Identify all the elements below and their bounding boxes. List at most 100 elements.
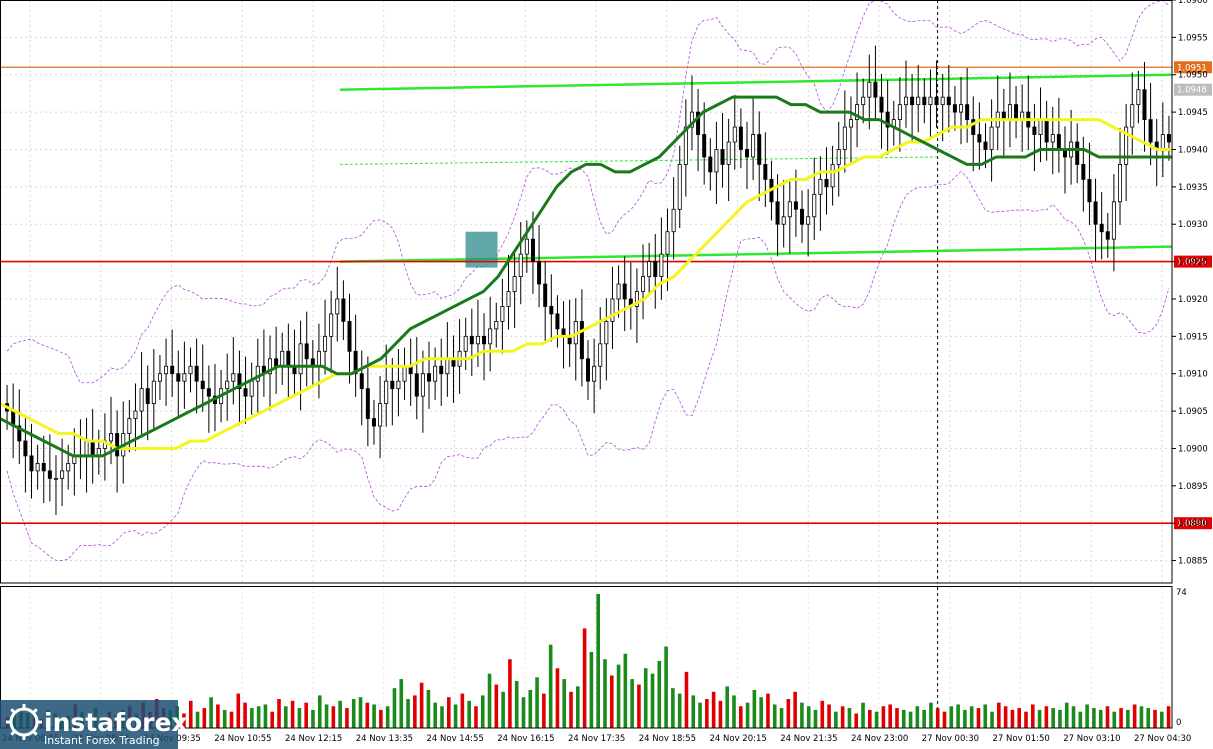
volume-bar: [609, 675, 614, 728]
candle-body: [298, 343, 303, 375]
candle-body: [732, 126, 737, 143]
volume-bar: [1085, 704, 1089, 728]
volume-bar: [1058, 709, 1062, 728]
candle-body: [793, 201, 798, 210]
candle-body: [445, 358, 450, 375]
time-tick-label: 27 Nov 01:50: [993, 734, 1050, 744]
volume-bar: [426, 689, 431, 728]
volume-bar: [304, 702, 308, 728]
volume-bar: [752, 689, 757, 728]
candle-body: [977, 134, 982, 143]
candle-body: [897, 104, 902, 120]
volume-bar: [1098, 709, 1103, 728]
volume-bar: [806, 706, 811, 728]
time-tick-label: 24 Nov 20:15: [710, 734, 767, 744]
candle-body: [90, 440, 95, 457]
channel-line: [339, 245, 1173, 263]
volume-bar: [596, 594, 600, 728]
volume-bar: [338, 700, 342, 728]
candle-body: [176, 373, 181, 382]
volume-bar: [542, 693, 546, 728]
candle-body: [188, 365, 193, 375]
volume-bar: [827, 704, 831, 728]
volume-bar: [915, 706, 920, 728]
volume-bar: [216, 704, 220, 728]
candle-body: [237, 373, 242, 390]
candle-body: [842, 126, 847, 150]
candle-body: [1130, 104, 1135, 128]
candle-body: [109, 433, 114, 442]
candle-body: [420, 373, 425, 397]
volume-bar: [874, 711, 879, 728]
volume-bar: [820, 700, 825, 728]
volume-bar: [725, 686, 730, 728]
candle-body: [414, 373, 419, 397]
candle-body: [249, 380, 254, 397]
volume-bar: [1037, 709, 1042, 728]
candle-body: [512, 276, 517, 292]
volume-bar: [976, 708, 981, 728]
candle-body: [286, 350, 291, 367]
candle-body: [329, 313, 334, 337]
volume-bar: [1166, 706, 1171, 728]
candle-body: [530, 238, 535, 263]
volume-bar: [270, 711, 275, 728]
candle-body: [1032, 126, 1037, 135]
volume-bar: [576, 686, 580, 728]
candle-body: [1142, 89, 1147, 120]
candle-body: [879, 96, 884, 113]
volume-bar: [779, 708, 784, 728]
candle-body: [475, 335, 480, 345]
volume-bar: [603, 659, 607, 728]
volume-bar: [399, 679, 404, 728]
price-tick-label: 1.0900: [1178, 444, 1208, 454]
volume-bar: [1017, 708, 1022, 728]
volume-bar: [793, 691, 797, 728]
candle-body: [1038, 119, 1043, 135]
candle-body: [622, 283, 627, 300]
candle-body: [885, 111, 890, 128]
candle-body: [744, 149, 749, 158]
candle-body: [274, 358, 279, 367]
candle-body: [47, 470, 52, 479]
volume-bar: [908, 711, 913, 728]
candle-body: [549, 306, 554, 315]
volume-bar: [1132, 704, 1137, 728]
volume-bar: [297, 708, 302, 728]
candle-body: [268, 358, 273, 375]
candle-body: [861, 96, 866, 106]
candle-body: [708, 156, 713, 173]
candle-body: [689, 111, 694, 128]
time-tick-label: 24 Nov 13:35: [356, 734, 413, 744]
time-tick-label: 24 Nov 12:15: [285, 734, 342, 744]
price-tick-label: 1.0915: [1178, 332, 1208, 342]
candle-body: [1050, 134, 1055, 143]
candle-body: [726, 141, 731, 165]
level-tag-label: 1.0948: [1177, 86, 1207, 96]
price-tick-label: 1.0890: [1178, 519, 1208, 529]
candle-body: [316, 350, 321, 367]
volume-bar: [935, 708, 940, 728]
volume-bar: [480, 695, 485, 728]
volume-bar: [983, 704, 988, 728]
volume-bar: [623, 653, 628, 728]
envelope-bands: [6, 0, 1170, 561]
volume-bar: [956, 704, 960, 728]
candle-body: [855, 104, 860, 120]
volume-bar: [868, 709, 872, 728]
candle-body: [1105, 231, 1110, 240]
watermark-background: [0, 700, 178, 749]
candle-body: [1166, 134, 1171, 143]
volume-bar: [419, 682, 424, 728]
price-tick-label: 1.0930: [1178, 220, 1208, 230]
price-tick-label: 1.0905: [1178, 407, 1208, 417]
candle-body: [1136, 89, 1141, 106]
instaforex-logo-icon: [6, 704, 42, 740]
volume-bar: [589, 651, 594, 728]
volume-min-label: 0: [1176, 718, 1181, 728]
volume-bar: [1119, 708, 1123, 728]
volume-bar: [738, 706, 743, 728]
volume-bar: [718, 700, 723, 728]
